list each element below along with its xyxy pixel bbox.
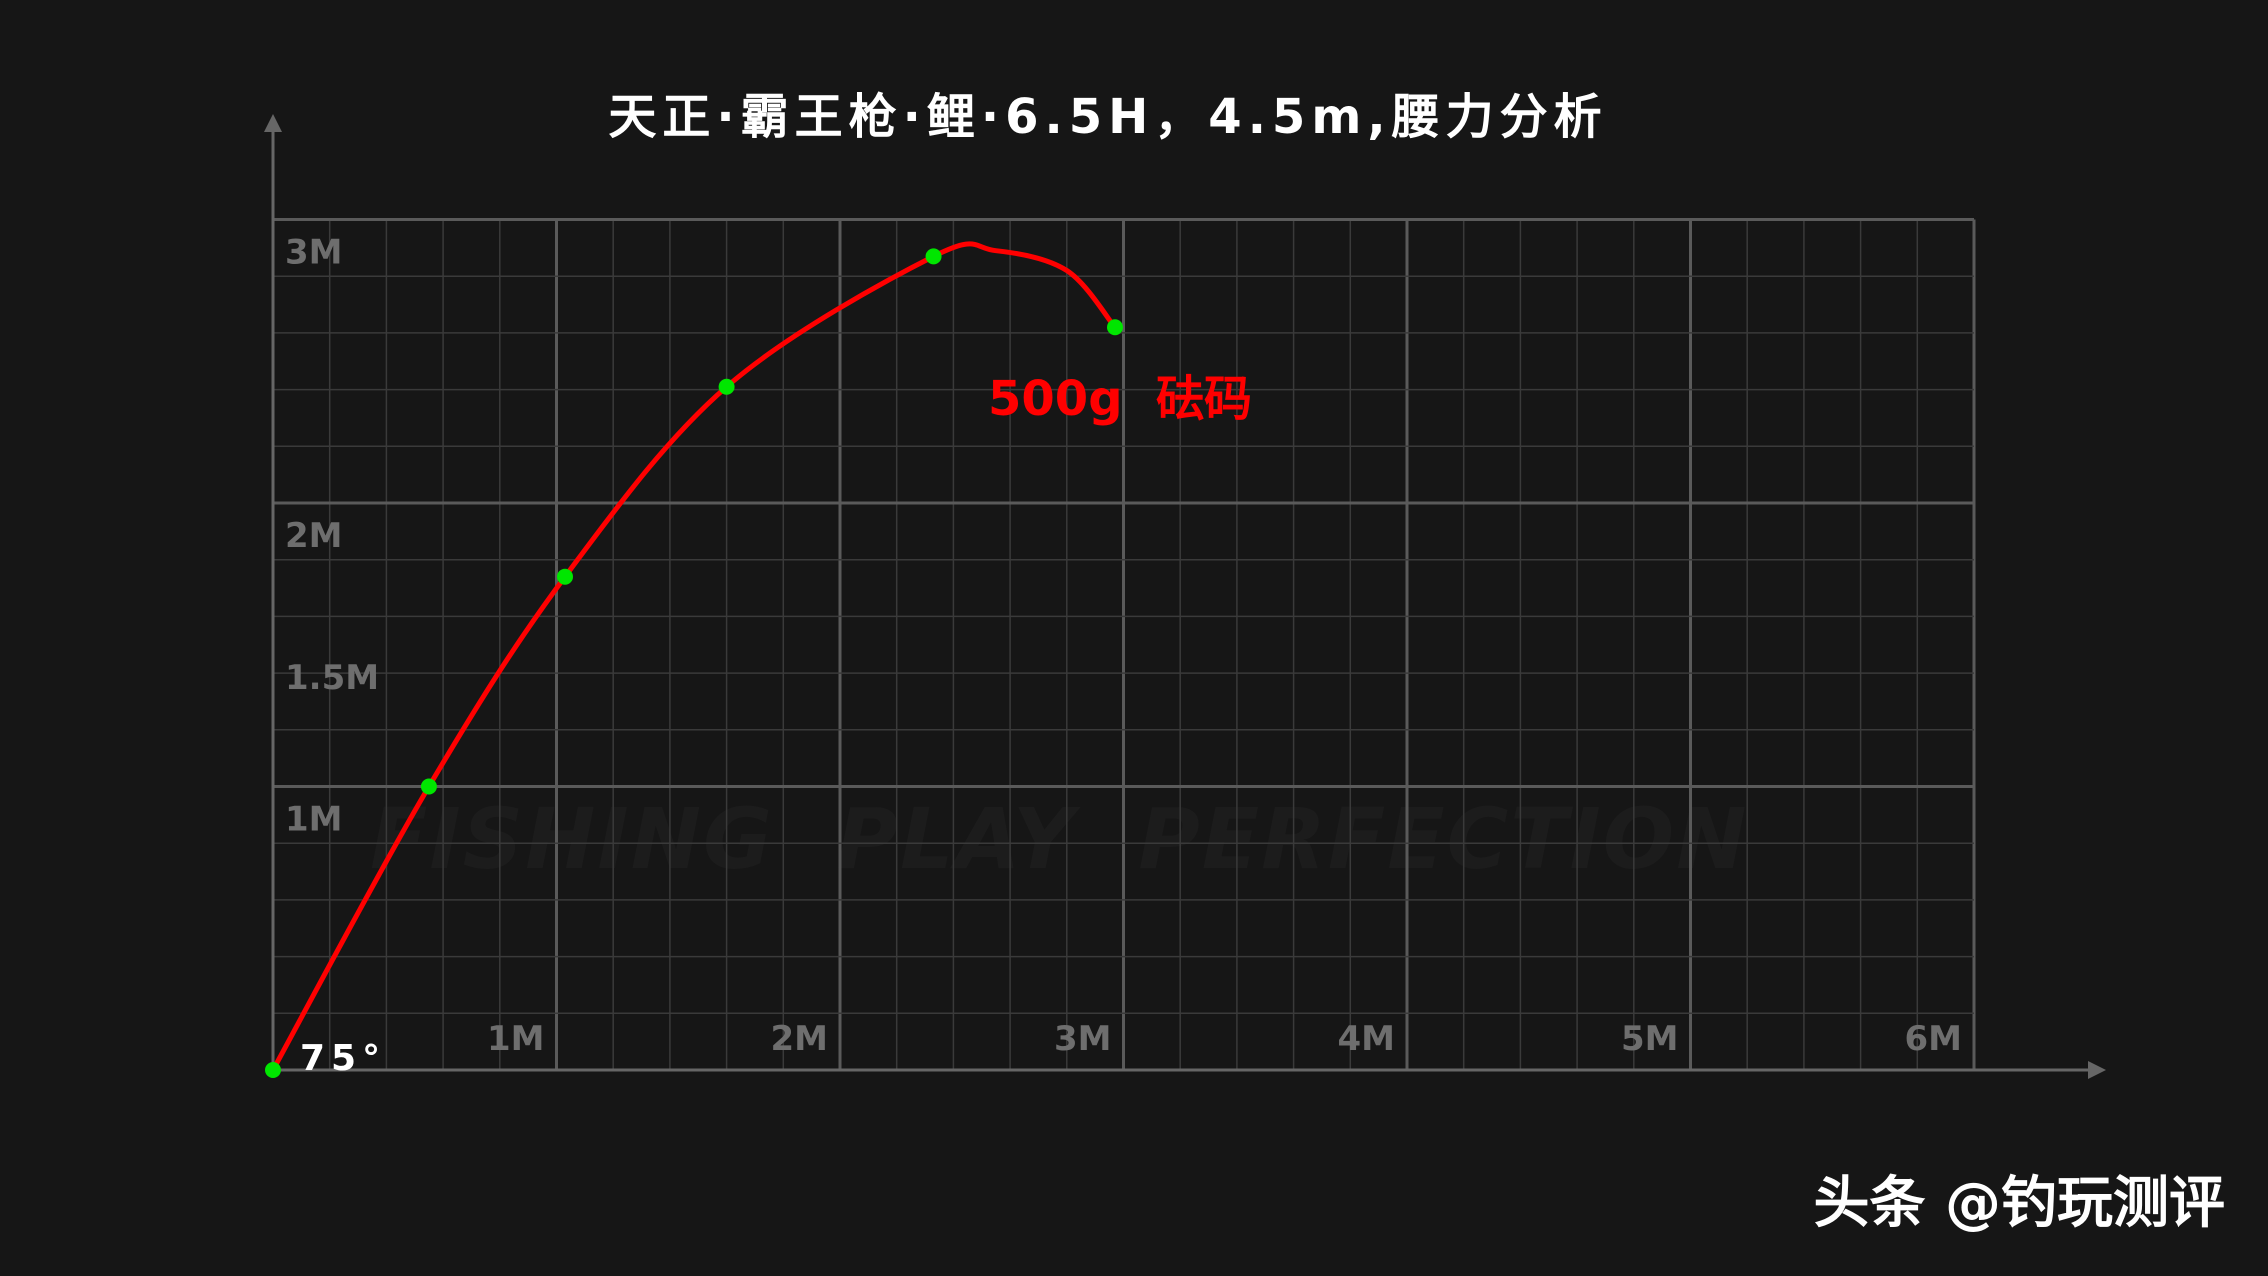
data-point: [557, 568, 574, 585]
y-axis-arrow: [264, 114, 282, 132]
series-line: [270, 241, 1117, 1072]
x-tick-label: 2M: [771, 1019, 829, 1059]
y-tick-label: 1M: [285, 800, 343, 840]
angle-label: 75°: [300, 1038, 386, 1079]
y-tick-label: 1.5M: [285, 658, 379, 698]
data-markers: [265, 248, 1123, 1078]
data-point: [265, 1062, 281, 1078]
x-tick-label: 6M: [1905, 1019, 1963, 1059]
chart-title: 天正·霸王枪·鲤·6.5H，4.5m,腰力分析: [608, 89, 1607, 145]
weight-annotation: 500g 砝码: [988, 371, 1252, 427]
data-point: [718, 378, 735, 395]
x-tick-label: 1M: [487, 1019, 545, 1059]
y-tick-label: 2M: [285, 516, 343, 556]
data-point: [925, 248, 942, 265]
axes: [264, 114, 2106, 1079]
tick-labels: 1M 2M 3M 4M 5M 6M 1M 1.5M 2M 3M: [285, 233, 1962, 1060]
x-tick-label: 4M: [1338, 1019, 1396, 1059]
data-point: [1106, 319, 1123, 336]
data-point: [420, 778, 437, 795]
y-tick-label: 3M: [285, 233, 343, 273]
x-tick-label: 3M: [1054, 1019, 1112, 1059]
x-axis-arrow: [2088, 1061, 2106, 1079]
credit-watermark: 头条 @钓玩测评: [1814, 1171, 2226, 1236]
x-tick-label: 5M: [1621, 1019, 1679, 1059]
watermark-text: FISHING PLAY PERFECTION: [370, 790, 1749, 888]
grid: [271, 218, 1976, 1072]
